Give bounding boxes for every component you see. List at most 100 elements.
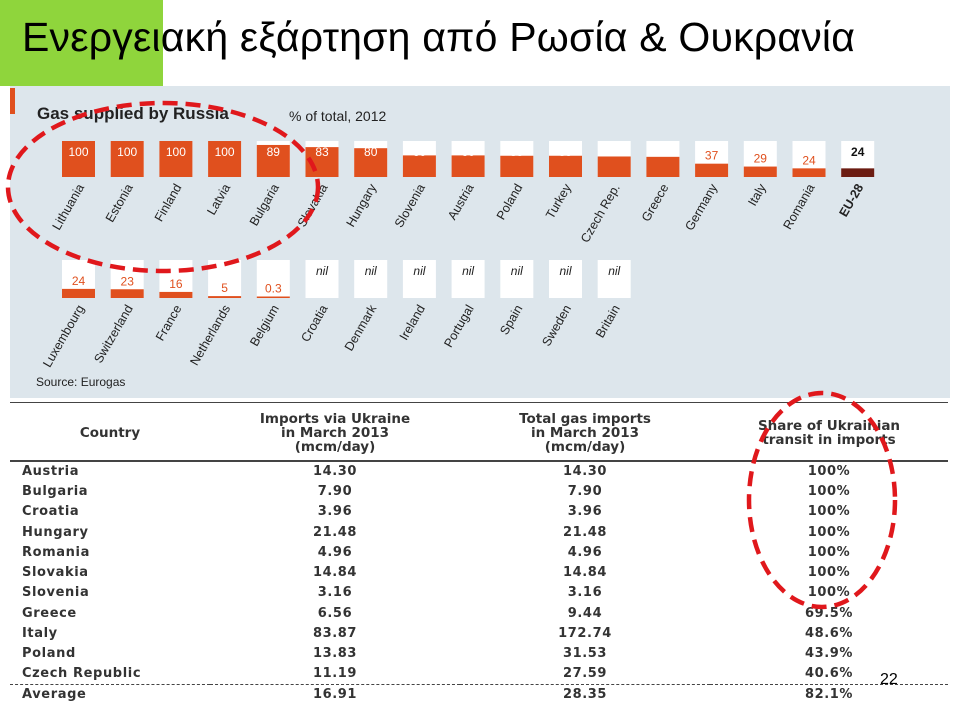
share-cell: 100% [807, 483, 851, 499]
bar-value-label: nil [316, 264, 328, 278]
share-cell: 40.6% [804, 666, 854, 682]
bar-value-label: 89 [267, 145, 281, 159]
bar-value-label: 29 [754, 152, 768, 166]
country-cell: Italy [22, 626, 58, 642]
bar-value-label: 5 [221, 281, 228, 295]
bar [792, 168, 826, 177]
country-cell: Poland [22, 646, 76, 662]
bar-value-label: 60 [413, 145, 427, 159]
share-cell: 100% [807, 565, 851, 581]
title-accent-block [0, 0, 163, 86]
bar-value-label: nil [559, 264, 571, 278]
bar-track [500, 260, 534, 298]
share-cell: 100% [807, 464, 851, 480]
bar [159, 141, 193, 177]
table-row: Slovakia 14.84 14.84 100% [10, 562, 948, 582]
country-cell: Austria [22, 464, 80, 480]
bar [646, 156, 680, 177]
highlight-circle-left [5, 100, 321, 274]
bar-track [402, 260, 436, 298]
country-cell: Croatia [22, 504, 80, 520]
country-cell: Hungary [22, 524, 89, 540]
bar-value-label: 83 [315, 145, 329, 159]
bar-value-label: 60 [461, 145, 475, 159]
bar-track [159, 260, 193, 298]
chart-source: Source: Eurogas [36, 375, 126, 389]
bar [208, 296, 242, 298]
total-imports-cell: 14.84 [562, 565, 608, 581]
table-row: Romania 4.96 4.96 100% [10, 542, 948, 562]
imports-table: Country Imports via Ukraine in March 201… [10, 402, 948, 720]
share-cell: 43.9% [804, 646, 854, 662]
ukraine-imports-cell: 6.56 [317, 605, 353, 621]
country-cell: Slovenia [22, 585, 90, 601]
total-imports-cell: 31.53 [562, 646, 608, 662]
country-cell: Slovakia [22, 565, 89, 581]
table-row: Croatia 3.96 3.96 100% [10, 502, 948, 522]
bar [597, 156, 631, 177]
chart-panel [10, 86, 950, 398]
bar-value-label: 80 [364, 145, 378, 159]
total-imports-cell: 21.48 [562, 524, 608, 540]
ukraine-imports-cell: 7.90 [317, 483, 353, 499]
bar [743, 166, 777, 177]
bar [402, 155, 436, 177]
page-number: 22 [880, 671, 898, 688]
bar-value-label: nil [608, 264, 620, 278]
bar-track [256, 260, 290, 298]
ukraine-imports-cell: 14.30 [312, 464, 358, 480]
ukraine-imports-cell: 13.83 [312, 646, 358, 662]
share-cell: 82.1% [710, 683, 948, 705]
bar-track [549, 260, 582, 298]
header-ukraine-share: Share of Ukrainian transit in imports [710, 402, 948, 462]
bar-value-label: 59 [559, 145, 573, 159]
bar [62, 288, 95, 298]
chart-subtitle: % of total, 2012 [289, 108, 387, 124]
bar-value-label: 100 [215, 145, 235, 159]
bar-value-label: 0.3 [265, 282, 282, 296]
country-cell: Czech Republic [22, 666, 142, 682]
bar-value-label: 23 [121, 274, 135, 288]
share-cell: 100% [807, 544, 851, 560]
bar [451, 155, 485, 177]
share-cell: 100% [807, 585, 851, 601]
bar-value-label: nil [511, 264, 523, 278]
ukraine-imports-cell: 21.48 [312, 524, 358, 540]
bar-value-label: nil [365, 264, 377, 278]
table-row: Hungary 21.48 21.48 100% [10, 522, 948, 542]
bar [695, 163, 729, 177]
bar [62, 141, 95, 177]
bar-track [305, 260, 339, 298]
total-imports-cell: 4.96 [567, 544, 603, 560]
header-total-imports: Total gas imports in March 2013 (mcm/day… [460, 402, 710, 462]
bar-value-label: 100 [117, 145, 137, 159]
table-row: Italy 83.87 172.74 48.6% [10, 623, 948, 643]
total-imports-cell: 9.44 [567, 605, 603, 621]
bar [110, 289, 144, 298]
bar-track [451, 260, 485, 298]
total-imports-cell: 3.16 [567, 585, 603, 601]
total-imports-cell: 7.90 [567, 483, 603, 499]
table-row: Greece 6.56 9.44 69.5% [10, 603, 948, 623]
bar [549, 155, 582, 177]
country-cell: Greece [22, 605, 77, 621]
table-average-row: Average 16.91 28.35 82.1% [10, 683, 948, 705]
table-row: Austria 14.30 14.30 100% [10, 461, 948, 481]
bar-value-label: 100 [68, 145, 88, 159]
total-imports-cell: 28.35 [460, 683, 710, 705]
bar [159, 291, 193, 298]
ukraine-imports-cell: 3.16 [317, 585, 353, 601]
bar-value-label: 100 [166, 145, 186, 159]
ukraine-imports-cell: 4.96 [317, 544, 353, 560]
header-country: Country [10, 402, 210, 462]
bar [208, 141, 242, 177]
gas-supply-chart: 100Lithuania100Estonia100Finland100Latvi… [40, 141, 875, 370]
table-row: Slovenia 3.16 3.16 100% [10, 583, 948, 603]
table-row: Poland 13.83 31.53 43.9% [10, 644, 948, 664]
bar-value-label: 56 [656, 145, 670, 159]
ukraine-imports-cell: 11.19 [312, 666, 358, 682]
share-cell: 48.6% [804, 626, 854, 642]
bar-value-label: 59 [510, 145, 524, 159]
bar [110, 141, 144, 177]
